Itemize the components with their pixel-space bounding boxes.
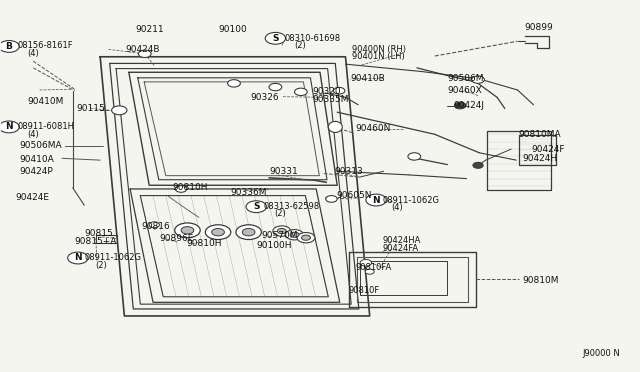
Text: 90810FA: 90810FA [355,263,391,272]
Circle shape [472,76,484,83]
Text: 90424B: 90424B [125,45,160,54]
Circle shape [285,230,303,240]
Text: 90810H: 90810H [186,239,221,248]
Text: 90460X: 90460X [447,86,482,94]
Text: 90424FA: 90424FA [383,244,419,253]
Text: 90410B: 90410B [351,74,385,83]
Text: (4): (4) [27,49,38,58]
Circle shape [0,41,19,52]
Text: 90424P: 90424P [19,167,53,176]
Text: 90424H: 90424H [523,154,558,163]
Text: (2): (2) [294,41,307,50]
Text: N: N [372,196,380,205]
Text: (4): (4) [27,130,38,139]
Text: 08313-62598: 08313-62598 [264,202,320,211]
Text: 90810H: 90810H [172,183,207,192]
Text: 90326: 90326 [250,93,278,102]
Circle shape [228,80,241,87]
Text: 90335M: 90335M [312,95,349,104]
Circle shape [175,186,187,192]
Text: 90424E: 90424E [15,193,49,202]
Text: 90810F: 90810F [349,286,380,295]
Circle shape [273,226,291,236]
Text: 90810M: 90810M [523,276,559,285]
Circle shape [294,88,307,96]
Text: 90810MA: 90810MA [519,130,561,139]
Text: 90424J: 90424J [454,101,485,110]
Circle shape [366,194,387,206]
Circle shape [181,227,194,234]
Circle shape [473,162,483,168]
Circle shape [277,228,286,234]
Text: (4): (4) [392,202,403,212]
Text: J90000 N: J90000 N [582,350,620,359]
Text: 90896E: 90896E [159,234,194,243]
Circle shape [68,252,88,264]
Text: 90410M: 90410M [27,97,63,106]
Circle shape [290,232,299,237]
Text: 90336M: 90336M [231,188,268,197]
Circle shape [326,196,337,202]
Text: 90570M: 90570M [261,231,298,240]
Text: 90401N (LH): 90401N (LH) [352,52,404,61]
Circle shape [205,225,231,240]
Text: 90424HA: 90424HA [383,236,421,245]
Text: 08911-1062G: 08911-1062G [383,196,440,205]
Circle shape [360,260,372,266]
Circle shape [111,106,127,115]
Text: N: N [74,253,82,263]
Text: 90506M: 90506M [447,74,484,83]
Circle shape [246,201,266,212]
Text: 08310-61698: 08310-61698 [285,34,341,43]
Circle shape [333,87,345,94]
Text: 90313: 90313 [334,167,363,176]
Circle shape [138,50,151,58]
Text: B: B [6,42,12,51]
Text: 90815+A: 90815+A [75,237,117,246]
Text: 90899: 90899 [524,23,553,32]
Text: 90424F: 90424F [532,145,565,154]
Text: 08911-6081H: 08911-6081H [17,122,74,131]
Circle shape [212,228,225,236]
Circle shape [175,223,200,238]
Circle shape [454,102,466,109]
Circle shape [408,153,420,160]
Text: 90115: 90115 [77,104,106,113]
Text: (2): (2) [96,261,108,270]
Circle shape [297,232,315,243]
Text: 90605N: 90605N [337,191,372,200]
Circle shape [269,83,282,91]
Text: 08156-8161F: 08156-8161F [17,41,73,50]
Text: 90100H: 90100H [256,241,292,250]
Text: 90506MA: 90506MA [19,141,62,150]
Text: 08911-1062G: 08911-1062G [84,253,141,263]
Text: S: S [253,202,260,211]
Text: 90211: 90211 [135,25,164,33]
Text: 90410A: 90410A [19,154,54,164]
Text: 90331: 90331 [269,167,298,176]
Text: 90460N: 90460N [356,124,391,133]
Circle shape [149,222,159,228]
Text: (2): (2) [274,209,286,218]
Text: N: N [5,122,13,131]
Circle shape [265,32,285,44]
Circle shape [365,269,374,274]
Circle shape [0,121,19,133]
Text: 90100: 90100 [218,25,247,33]
Text: S: S [272,34,278,43]
Circle shape [301,235,310,240]
Circle shape [243,228,255,236]
Text: 90400N (RH): 90400N (RH) [352,45,406,54]
Text: 90815: 90815 [84,229,113,238]
Ellipse shape [328,121,342,132]
Circle shape [236,225,261,240]
Text: 90320: 90320 [312,87,341,96]
Text: 90816: 90816 [141,222,170,231]
